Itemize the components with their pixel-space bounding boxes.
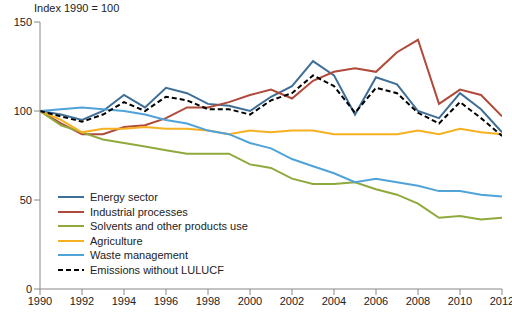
svg-text:2010: 2010 xyxy=(448,295,472,307)
svg-text:1992: 1992 xyxy=(70,295,94,307)
svg-text:2008: 2008 xyxy=(406,295,430,307)
svg-text:2012: 2012 xyxy=(490,295,504,307)
html-text:Index 1990 = 100: Index 1990 = 100 xyxy=(34,2,120,14)
html-text:Industrial processes: Industrial processes xyxy=(90,205,188,218)
svg-text:1996: 1996 xyxy=(154,295,178,307)
svg-text:0: 0 xyxy=(26,283,32,295)
svg-text:1990: 1990 xyxy=(28,295,52,307)
html-text:Solvents and other products us: Solvents and other products use xyxy=(90,220,248,232)
html-text:Emissions without LULUCF: Emissions without LULUCF xyxy=(90,263,224,276)
html-text:Energy sector: Energy sector xyxy=(90,191,158,203)
svg-text:150: 150 xyxy=(14,16,32,28)
svg-text:1998: 1998 xyxy=(196,295,220,307)
html-text:Agriculture: Agriculture xyxy=(90,234,143,247)
svg-text:50: 50 xyxy=(20,194,32,206)
svg-text:2006: 2006 xyxy=(364,295,388,307)
svg-text:1994: 1994 xyxy=(112,295,136,307)
svg-text:2004: 2004 xyxy=(322,295,346,307)
svg-text:100: 100 xyxy=(14,105,32,117)
svg-text:2000: 2000 xyxy=(238,295,262,307)
svg-text:2002: 2002 xyxy=(280,295,304,307)
html-text:Waste management: Waste management xyxy=(90,249,188,261)
